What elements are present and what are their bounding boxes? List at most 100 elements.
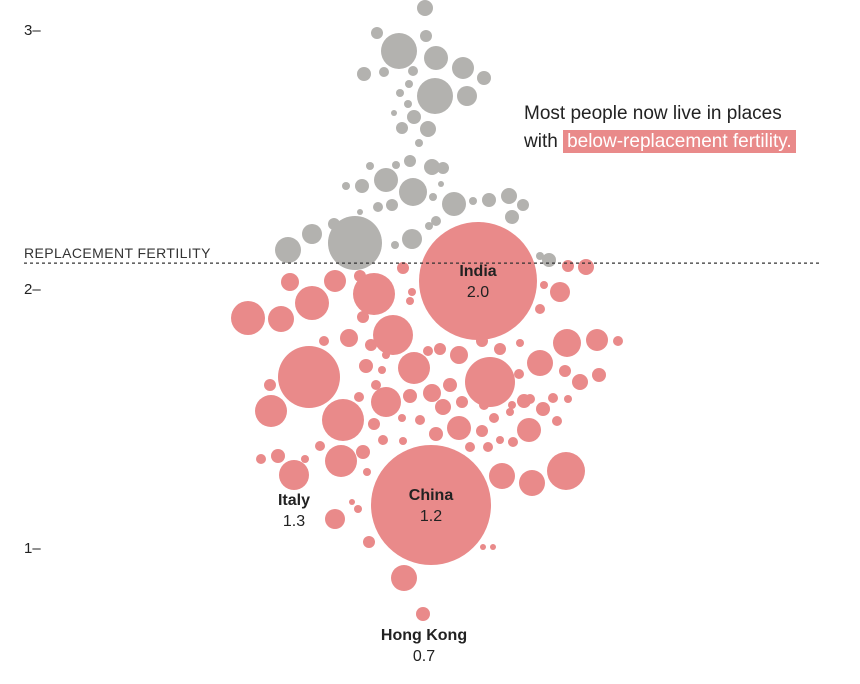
country-bubble-above-replacement — [420, 30, 432, 42]
country-bubble-above-replacement — [420, 121, 436, 137]
country-bubble-above-replacement — [404, 100, 412, 108]
label-hong-kong-value: 0.7 — [413, 648, 435, 665]
country-bubble-below-replacement — [527, 350, 553, 376]
replacement-fertility-label: REPLACEMENT FERTILITY — [24, 245, 211, 261]
country-bubble-above-replacement — [417, 78, 453, 114]
country-bubble-below-replacement — [325, 509, 345, 529]
country-bubble-above-replacement — [477, 71, 491, 85]
country-bubble-below-replacement — [465, 357, 515, 407]
country-bubble-above-replacement — [275, 237, 301, 263]
country-bubble-below-replacement — [506, 408, 514, 416]
country-bubble-above-replacement — [381, 33, 417, 69]
country-bubble-below-replacement — [363, 536, 375, 548]
country-bubble-below-replacement — [540, 281, 548, 289]
country-bubble-below-replacement — [490, 544, 496, 550]
country-bubble-below-replacement — [324, 270, 346, 292]
country-bubble-below-replacement — [517, 418, 541, 442]
country-bubble-below-replacement — [398, 414, 406, 422]
country-bubble-below-replacement — [552, 416, 562, 426]
country-bubble-below-replacement — [278, 346, 340, 408]
country-bubble-below-replacement — [483, 442, 493, 452]
country-bubble-above-replacement — [371, 27, 383, 39]
country-bubble-below-replacement — [256, 454, 266, 464]
country-bubble-below-replacement — [548, 393, 558, 403]
country-bubble-below-replacement — [516, 339, 524, 347]
country-bubble-below-replacement — [268, 306, 294, 332]
country-bubble-below-replacement — [359, 359, 373, 373]
country-bubble-above-replacement — [424, 159, 440, 175]
country-bubble-above-replacement — [438, 181, 444, 187]
country-bubble-above-replacement — [452, 57, 474, 79]
y-tick-1: 1– — [24, 540, 41, 557]
label-italy-value: 1.3 — [283, 513, 305, 530]
country-bubble-below-replacement — [450, 346, 468, 364]
country-bubble-below-replacement — [301, 455, 309, 463]
country-bubble-below-replacement — [508, 401, 516, 409]
country-bubble-above-replacement — [366, 162, 374, 170]
label-china-value: 1.2 — [420, 508, 442, 525]
country-bubble-above-replacement — [429, 193, 437, 201]
country-bubble-below-replacement — [322, 399, 364, 441]
country-bubble-above-replacement — [536, 252, 544, 260]
country-bubble-below-replacement — [356, 445, 370, 459]
country-bubble-below-replacement — [456, 396, 468, 408]
country-bubble-below-replacement — [371, 445, 491, 565]
country-bubble-below-replacement — [357, 311, 369, 323]
country-bubble-below-replacement — [295, 286, 329, 320]
country-bubble-below-replacement — [494, 343, 506, 355]
country-bubble-below-replacement — [416, 607, 430, 621]
country-bubble-below-replacement — [476, 335, 488, 347]
country-bubble-above-replacement — [517, 199, 529, 211]
country-bubble-below-replacement — [423, 384, 441, 402]
country-bubble-above-replacement — [407, 110, 421, 124]
country-bubble-below-replacement — [536, 402, 550, 416]
country-bubble-below-replacement — [354, 505, 362, 513]
country-bubble-below-replacement — [535, 304, 545, 314]
country-bubble-below-replacement — [271, 449, 285, 463]
country-bubble-above-replacement — [396, 122, 408, 134]
country-bubble-above-replacement — [417, 0, 433, 16]
country-bubble-below-replacement — [572, 374, 588, 390]
country-bubble-below-replacement — [586, 329, 608, 351]
country-bubble-above-replacement — [391, 241, 399, 249]
country-bubble-above-replacement — [355, 179, 369, 193]
country-bubble-below-replacement — [365, 339, 377, 351]
annotation-highlight: below-replacement fertility. — [563, 130, 796, 153]
country-bubble-below-replacement — [408, 288, 416, 296]
country-bubble-below-replacement — [447, 416, 471, 440]
country-bubble-below-replacement — [325, 445, 357, 477]
country-bubble-above-replacement — [408, 66, 418, 76]
country-bubble-above-replacement — [469, 197, 477, 205]
country-bubble-below-replacement — [443, 378, 457, 392]
y-tick-3: 3– — [24, 22, 41, 39]
country-bubble-below-replacement — [403, 389, 417, 403]
country-bubble-below-replacement — [255, 395, 287, 427]
country-bubble-above-replacement — [386, 199, 398, 211]
country-bubble-below-replacement — [435, 399, 451, 415]
country-bubble-above-replacement — [501, 188, 517, 204]
country-bubble-above-replacement — [415, 139, 423, 147]
country-bubble-above-replacement — [391, 110, 397, 116]
country-bubble-below-replacement — [547, 452, 585, 490]
label-hong-kong-name: Hong Kong — [381, 627, 467, 644]
country-bubble-above-replacement — [302, 224, 322, 244]
country-bubble-below-replacement — [562, 260, 574, 272]
country-bubble-below-replacement — [559, 365, 571, 377]
country-bubble-below-replacement — [349, 499, 355, 505]
country-bubble-above-replacement — [342, 182, 350, 190]
country-bubble-above-replacement — [357, 67, 371, 81]
country-bubble-below-replacement — [279, 460, 309, 490]
country-bubble-below-replacement — [419, 222, 537, 340]
country-bubble-above-replacement — [405, 80, 413, 88]
country-bubble-above-replacement — [542, 253, 556, 267]
country-bubble-below-replacement — [613, 336, 623, 346]
country-bubble-above-replacement — [374, 168, 398, 192]
country-bubble-below-replacement — [489, 463, 515, 489]
country-bubble-below-replacement — [391, 565, 417, 591]
country-bubble-above-replacement — [328, 216, 382, 270]
label-india-name: India — [459, 263, 496, 280]
country-bubble-below-replacement — [399, 437, 407, 445]
country-bubble-below-replacement — [592, 368, 606, 382]
country-bubble-below-replacement — [406, 297, 414, 305]
